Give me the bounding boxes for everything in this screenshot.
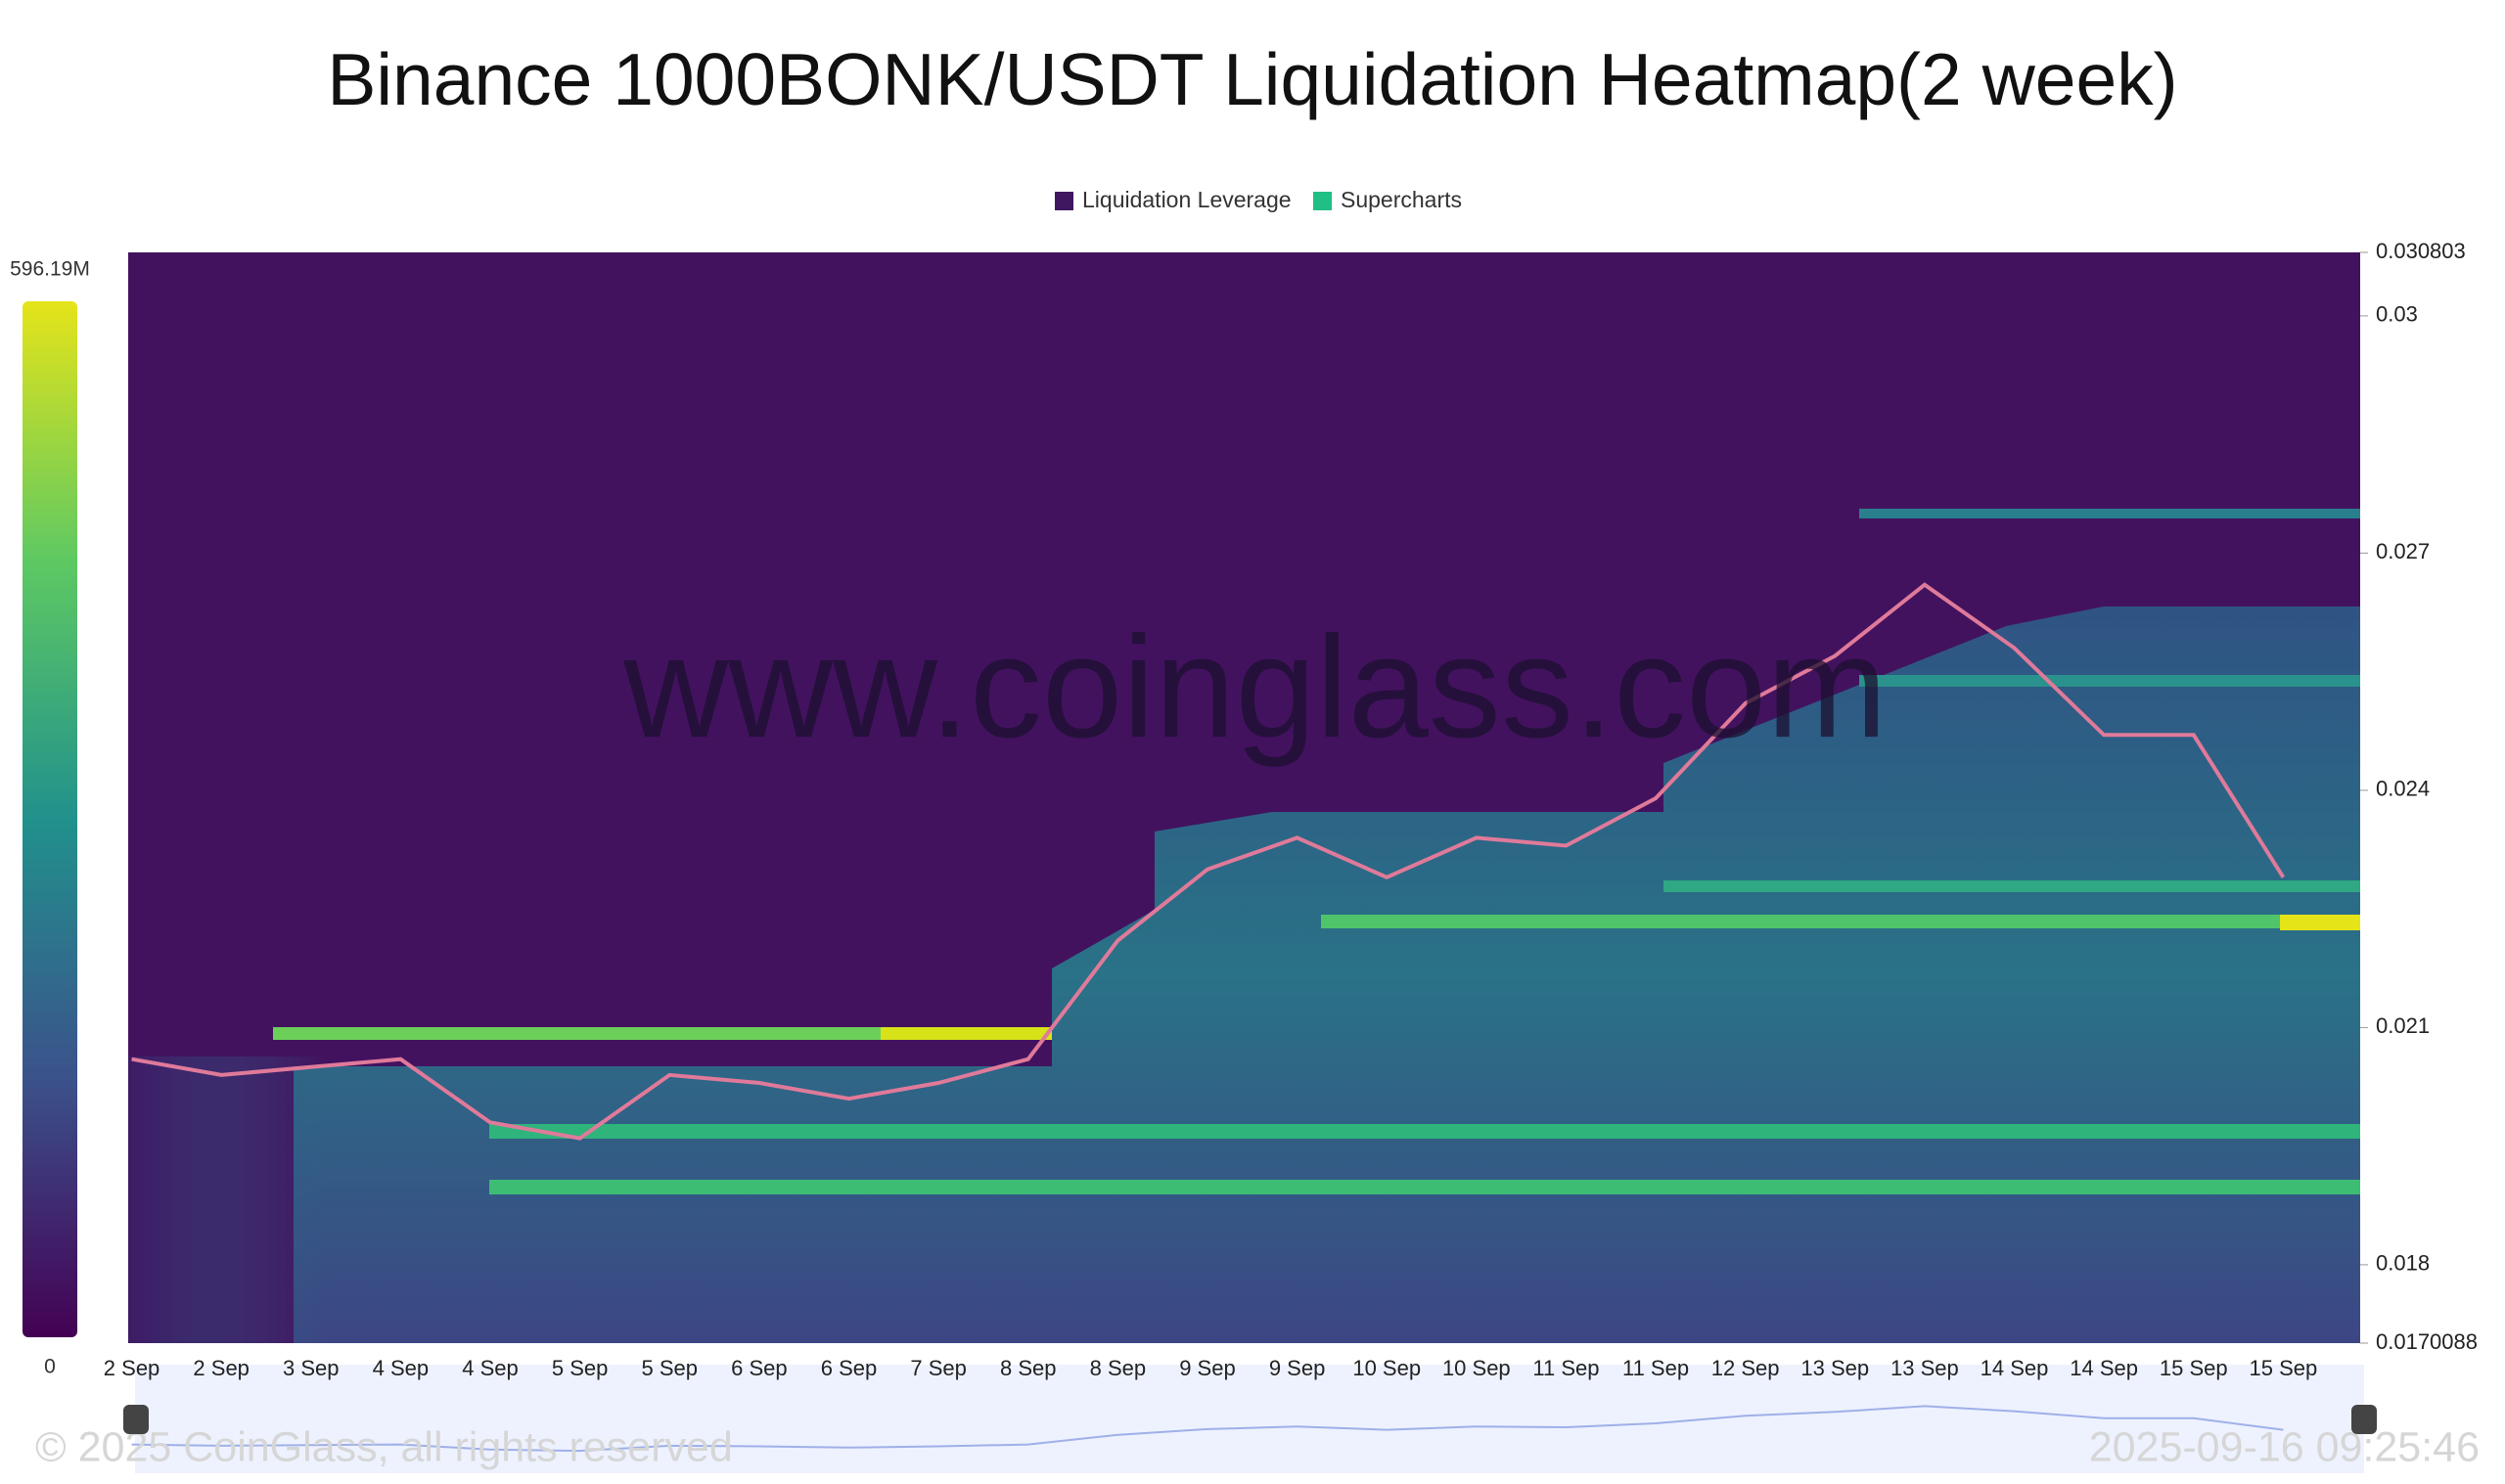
heatmap-zone xyxy=(128,1057,324,1343)
navigator-handle[interactable] xyxy=(123,1405,149,1434)
heatmap-band xyxy=(489,1180,2360,1194)
price-line xyxy=(131,582,2286,1141)
x-tick-label: 4 Sep xyxy=(373,1356,430,1380)
x-tick-label: 10 Sep xyxy=(1442,1356,1511,1380)
heatmap-band xyxy=(1859,509,2360,518)
heatmap-band xyxy=(273,1027,1052,1040)
x-tick-label: 9 Sep xyxy=(1179,1356,1236,1380)
x-tick-label: 14 Sep xyxy=(1981,1356,2049,1380)
x-tick-label: 11 Sep xyxy=(1532,1356,1599,1380)
y-tick-label: 0.021 xyxy=(2376,1013,2430,1038)
heatmap-band xyxy=(1663,880,2360,892)
copyright: © 2025 CoinGlass, all rights reserved xyxy=(35,1423,733,1470)
legend-swatch xyxy=(1055,192,1073,210)
y-tick-label: 0.03 xyxy=(2376,302,2418,327)
x-tick-label: 5 Sep xyxy=(642,1356,699,1380)
x-tick-label: 5 Sep xyxy=(552,1356,609,1380)
heatmap-band xyxy=(1859,675,2360,687)
chart-title: Binance 1000BONK/USDT Liquidation Heatma… xyxy=(327,38,2177,120)
y-tick-label: 0.027 xyxy=(2376,539,2430,563)
legend-label: Supercharts xyxy=(1341,187,1462,212)
x-tick-label: 15 Sep xyxy=(2250,1356,2318,1380)
heatmap-band xyxy=(489,1124,2360,1139)
x-tick-label: 14 Sep xyxy=(2070,1356,2138,1380)
watermark: www.coinglass.com xyxy=(622,607,1887,768)
y-tick-label: 0.030803 xyxy=(2376,239,2466,263)
x-tick-label: 8 Sep xyxy=(1090,1356,1147,1380)
colorbar-min: 0 xyxy=(44,1356,56,1378)
x-tick-label: 13 Sep xyxy=(1800,1356,1869,1380)
x-tick-label: 11 Sep xyxy=(1622,1356,1689,1380)
x-tick-label: 7 Sep xyxy=(910,1356,967,1380)
timestamp: 2025-09-16 09:25:46 xyxy=(2089,1423,2480,1470)
heatmap-zone xyxy=(294,607,2360,1343)
legend-swatch xyxy=(1313,192,1332,210)
navigator-line xyxy=(131,1405,2284,1453)
x-tick-label: 2 Sep xyxy=(193,1356,250,1380)
x-tick-label: 3 Sep xyxy=(283,1356,340,1380)
y-tick-label: 0.018 xyxy=(2376,1251,2430,1276)
x-tick-label: 12 Sep xyxy=(1711,1356,1780,1380)
y-tick-label: 0.024 xyxy=(2376,777,2430,801)
heatmap-band xyxy=(881,1027,1052,1040)
x-tick-label: 6 Sep xyxy=(731,1356,788,1380)
x-tick-label: 15 Sep xyxy=(2160,1356,2228,1380)
y-tick-label: 0.0170088 xyxy=(2376,1329,2478,1354)
colorbar xyxy=(23,301,77,1337)
x-tick-label: 6 Sep xyxy=(821,1356,878,1380)
legend-label: Liquidation Leverage xyxy=(1082,187,1292,212)
x-tick-label: 8 Sep xyxy=(1000,1356,1057,1380)
x-tick-label: 2 Sep xyxy=(104,1356,160,1380)
heatmap-band xyxy=(2280,915,2360,930)
navigator-handle[interactable] xyxy=(2351,1405,2377,1434)
x-tick-label: 13 Sep xyxy=(1890,1356,1959,1380)
x-tick-label: 9 Sep xyxy=(1269,1356,1326,1380)
heatmap-band xyxy=(1321,915,2360,928)
x-tick-label: 10 Sep xyxy=(1352,1356,1421,1380)
colorbar-max: 596.19M xyxy=(10,258,90,281)
x-tick-label: 4 Sep xyxy=(462,1356,519,1380)
navigator[interactable] xyxy=(135,1365,2364,1473)
